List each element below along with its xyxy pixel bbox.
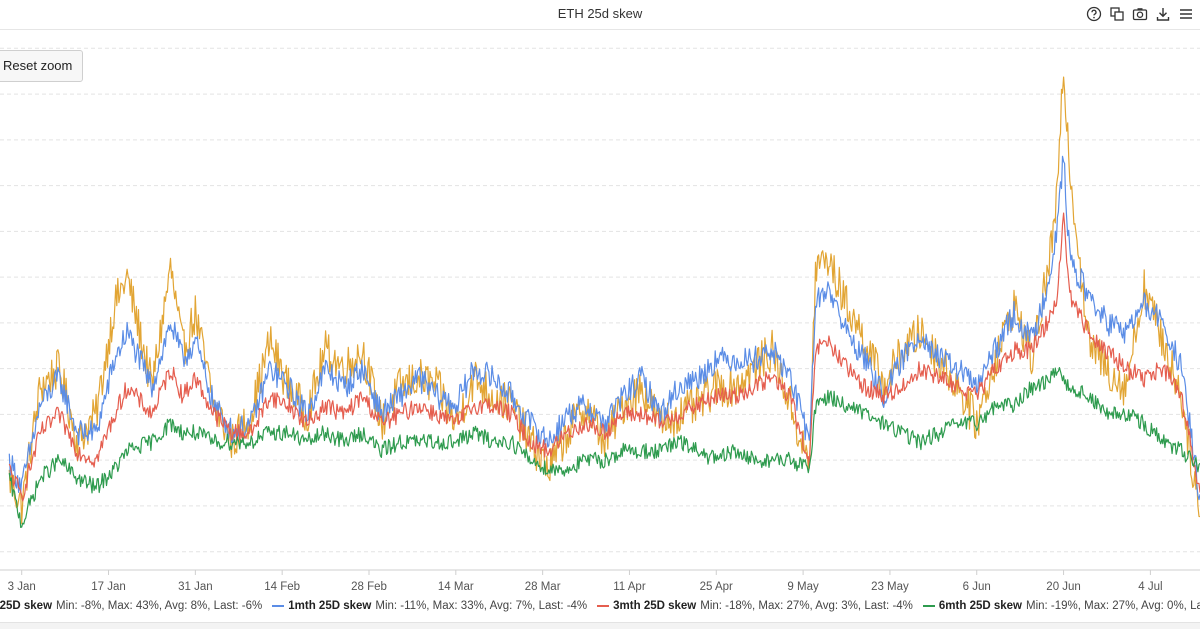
legend-series-stats: Min: -8%, Max: 43%, Avg: 8%, Last: -6% xyxy=(56,600,263,612)
chart-toolbar: ETH 25d skew xyxy=(0,0,1200,30)
x-tick-label: 17 Jan xyxy=(91,581,126,593)
legend-item[interactable]: 3mth 25D skew Min: -18%, Max: 27%, Avg: 3… xyxy=(597,600,913,612)
x-tick-label: 14 Mar xyxy=(438,581,474,593)
series-line-1wk-25d-skew[interactable] xyxy=(8,76,1200,525)
legend-series-name: 6mth 25D skew xyxy=(938,600,1023,612)
legend-series-stats: Min: -11%, Max: 33%, Avg: 7%, Last: -4% xyxy=(375,600,588,612)
x-tick-label: 4 Jul xyxy=(1138,581,1162,593)
x-tick-label: 9 May xyxy=(787,581,819,593)
series-line-6mth-25d-skew[interactable] xyxy=(8,367,1200,528)
menu-icon[interactable] xyxy=(1178,6,1194,22)
legend-swatch xyxy=(922,605,935,607)
scrollbar-track[interactable] xyxy=(0,622,1200,629)
help-icon[interactable] xyxy=(1086,6,1102,22)
reset-zoom-button[interactable]: Reset zoom xyxy=(0,50,84,82)
legend-series-name: k 25D skew xyxy=(0,600,53,612)
legend-series-stats: Min: -19%, Max: 27%, Avg: 0%, Last: -1% xyxy=(1026,600,1200,612)
x-tick-label: 3 Jan xyxy=(8,581,36,593)
x-tick-label: 11 Apr xyxy=(613,581,646,593)
x-tick-label: 23 May xyxy=(871,581,909,593)
legend-series-name: 3mth 25D skew xyxy=(613,600,697,612)
camera-icon[interactable] xyxy=(1132,6,1148,22)
legend-series-name: 1mth 25D skew xyxy=(288,600,372,612)
x-tick-label: 25 Apr xyxy=(700,581,733,593)
chart-plot-area[interactable]: 3 Jan 17 Jan 31 Jan 14 Feb 28 Feb 14 Mar 28 Ma… xyxy=(0,30,1200,600)
x-tick-label: 28 Feb xyxy=(351,581,387,593)
chart-title: ETH 25d skew xyxy=(557,6,643,21)
legend-item[interactable]: 1mth 25D skew Min: -11%, Max: 33%, Avg: 7… xyxy=(272,600,587,612)
legend-series-stats: Min: -18%, Max: 27%, Avg: 3%, Last: -4% xyxy=(700,600,913,612)
x-tick-label: 14 Feb xyxy=(264,581,300,593)
download-icon[interactable] xyxy=(1155,6,1171,22)
legend-item[interactable]: 6mth 25D skew Min: -19%, Max: 27%, Avg: 0… xyxy=(922,600,1200,612)
toolbar-icons xyxy=(1086,6,1194,22)
x-tick-label: 20 Jun xyxy=(1046,581,1081,593)
x-tick-label: 31 Jan xyxy=(178,581,213,593)
copy-icon[interactable] xyxy=(1109,6,1125,22)
legend-swatch xyxy=(272,605,285,607)
x-tick-label: 28 Mar xyxy=(525,581,561,593)
series-line-3mth-25d-skew[interactable] xyxy=(8,212,1200,502)
legend-swatch xyxy=(597,605,610,607)
x-tick-label: 6 Jun xyxy=(963,581,991,593)
